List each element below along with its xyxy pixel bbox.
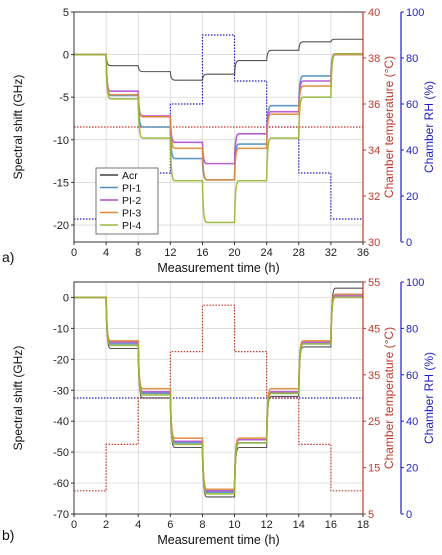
y-tick-label: 0 — [63, 292, 69, 304]
x-tick-label: 0 — [71, 247, 77, 259]
series-line-pi-2 — [73, 295, 363, 492]
rh-tick-label: 100 — [406, 277, 424, 289]
temperature-tick-label: 25 — [368, 416, 380, 428]
x-tick-label: 12 — [261, 519, 273, 531]
legend-label: PI-2 — [122, 195, 141, 207]
series-line-pi-1 — [74, 53, 363, 181]
rh-tick-label: 0 — [406, 509, 412, 521]
temperature-tick-label: 5 — [368, 509, 374, 521]
x-axis-label: Measurement time (h) — [157, 261, 279, 275]
temperature-axis-label: Chamber temperature (°C) — [382, 56, 396, 198]
y-tick-label: 5 — [63, 7, 69, 19]
temperature-axis-label: Chamber temperature (°C) — [382, 327, 396, 469]
x-tick-label: 0 — [71, 519, 77, 531]
y-tick-label: -10 — [53, 135, 69, 147]
temperature-tick-label: 30 — [368, 237, 380, 249]
y-axis-label: Spectral shift (GHz) — [11, 346, 25, 451]
x-tick-label: 4 — [103, 247, 109, 259]
x-tick-label: 36 — [357, 247, 369, 259]
rh-tick-label: 40 — [406, 145, 418, 157]
legend-label: Acr — [122, 170, 138, 182]
x-tick-label: 6 — [167, 519, 173, 531]
temperature-tick-label: 38 — [368, 53, 380, 65]
legend-label: PI-1 — [122, 183, 141, 195]
rh-tick-label: 20 — [406, 191, 418, 203]
y-axis-label: Spectral shift (GHz) — [11, 75, 25, 180]
chart-panel-b: 0 2 4 6 8 10 12 14 16 18 0 -10 -20 -30 -40 -50 -60 -70 5 15… — [2, 277, 436, 547]
x-tick-label: 18 — [357, 519, 369, 531]
rh-tick-label: 20 — [406, 463, 418, 475]
series-line-pi-3 — [74, 53, 363, 181]
rh-tick-label: 80 — [406, 53, 418, 65]
x-tick-label: 10 — [228, 519, 240, 531]
x-axis-label: Measurement time (h) — [157, 533, 279, 547]
y-tick-label: -10 — [53, 323, 69, 335]
rh-axis-label: Chamber RH (%) — [422, 81, 436, 173]
temperature-tick-label: 40 — [368, 7, 380, 19]
temperature-tick-label: 15 — [368, 463, 380, 475]
panel-label: b) — [2, 527, 14, 543]
x-tick-label: 14 — [293, 519, 305, 531]
temperature-tick-label: 34 — [368, 145, 380, 157]
panel-label: a) — [2, 249, 14, 265]
y-tick-label: -15 — [53, 177, 69, 189]
rh-tick-label: 0 — [406, 237, 412, 249]
rh-tick-label: 40 — [406, 416, 418, 428]
y-tick-label: -5 — [59, 92, 69, 104]
y-tick-label: -40 — [53, 416, 69, 428]
chart-panel-a: 0 4 8 12 16 20 24 28 32 36 5 0 -5 -10 -15 -20 30 32 34 36 38… — [2, 7, 436, 275]
rh-tick-label: 100 — [406, 7, 424, 19]
legend-label: PI-3 — [122, 208, 141, 220]
y-tick-label: -50 — [53, 447, 69, 459]
x-tick-label: 24 — [261, 247, 273, 259]
y-tick-label: -30 — [53, 385, 69, 397]
temperature-tick-label: 55 — [368, 277, 380, 289]
x-tick-label: 32 — [325, 247, 337, 259]
x-tick-label: 12 — [164, 247, 176, 259]
rh-axis-label: Chamber RH (%) — [422, 352, 436, 444]
x-tick-label: 28 — [293, 247, 305, 259]
series-line-acr — [74, 38, 363, 81]
x-tick-label: 8 — [135, 247, 141, 259]
temperature-tick-label: 32 — [368, 191, 380, 203]
series-line-acr — [73, 287, 363, 498]
rh-tick-label: 60 — [406, 370, 418, 382]
temperature-series-line — [74, 304, 363, 492]
legend-label: PI-4 — [122, 220, 141, 232]
series-line-pi-2 — [74, 52, 363, 165]
x-tick-label: 2 — [103, 519, 109, 531]
x-tick-label: 20 — [228, 247, 240, 259]
rh-tick-label: 60 — [406, 99, 418, 111]
x-tick-label: 4 — [135, 519, 141, 531]
series-line-pi-4 — [74, 52, 363, 224]
series-line-pi-1 — [73, 293, 363, 494]
temperature-tick-label: 36 — [368, 99, 380, 111]
x-tick-label: 16 — [196, 247, 208, 259]
rh-tick-label: 80 — [406, 323, 418, 335]
y-tick-label: -20 — [53, 354, 69, 366]
series-line-pi-3 — [73, 293, 363, 491]
x-tick-label: 16 — [325, 519, 337, 531]
x-tick-label: 8 — [199, 519, 205, 531]
y-tick-label: -70 — [53, 509, 69, 521]
series-line-pi-4 — [73, 296, 363, 495]
y-tick-label: -60 — [53, 478, 69, 490]
y-tick-label: 0 — [63, 50, 69, 62]
legend-box — [95, 167, 159, 235]
y-tick-label: -20 — [53, 220, 69, 232]
temperature-tick-label: 35 — [368, 370, 380, 382]
temperature-tick-label: 45 — [368, 323, 380, 335]
